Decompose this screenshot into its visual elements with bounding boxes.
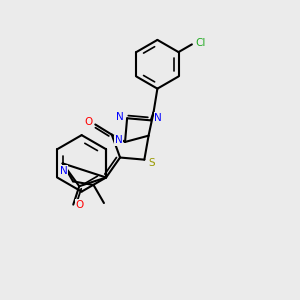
Text: O: O bbox=[75, 200, 84, 210]
Text: N: N bbox=[116, 112, 124, 122]
Text: O: O bbox=[84, 117, 93, 128]
Text: Cl: Cl bbox=[196, 38, 206, 48]
Text: N: N bbox=[60, 166, 68, 176]
Text: S: S bbox=[148, 158, 155, 168]
Text: N: N bbox=[115, 136, 122, 146]
Text: N: N bbox=[154, 113, 162, 123]
